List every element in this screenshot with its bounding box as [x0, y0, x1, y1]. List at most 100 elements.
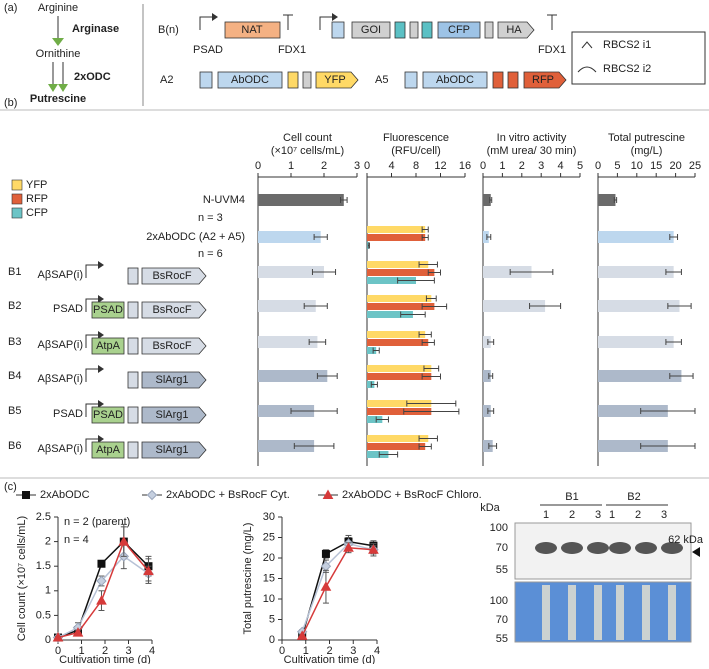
- promoter-box: [91, 337, 125, 355]
- bar: [367, 295, 432, 302]
- arrowhead: [212, 13, 218, 21]
- arrowhead: [58, 84, 68, 92]
- bar: [483, 405, 491, 417]
- bar: [367, 381, 375, 388]
- group-label: B1: [565, 491, 578, 503]
- x-tick-label: 1: [499, 160, 505, 172]
- bar: [258, 231, 321, 243]
- gene-label: BsRocF: [152, 304, 191, 316]
- bar: [483, 370, 491, 382]
- promoter-label: AβSAP(i): [38, 269, 83, 281]
- part-label: AbODC: [231, 74, 269, 86]
- bar: [367, 347, 377, 354]
- promoter-box-label: AtpA: [96, 444, 121, 456]
- marker: [368, 544, 379, 554]
- marker: [320, 581, 332, 591]
- arrowhead: [98, 400, 104, 408]
- lane: [568, 585, 576, 640]
- y-axis-title: Total putrescine (mg/L): [242, 523, 254, 635]
- y-tick-label: 25: [263, 531, 275, 543]
- y-axis-title: Cell count (×10⁷ cells/mL): [16, 516, 28, 641]
- bar: [367, 365, 432, 372]
- promoter-arrow: [85, 334, 98, 348]
- bar: [367, 303, 435, 310]
- band-pointer: [692, 547, 700, 557]
- part: [394, 21, 406, 39]
- panel-label: (b): [4, 97, 17, 109]
- gene-label: SlArg1: [155, 374, 188, 386]
- lane-label: 3: [661, 509, 667, 521]
- bar: [598, 231, 674, 243]
- bar: [367, 443, 426, 450]
- x-tick-label: 3: [354, 160, 360, 172]
- band: [561, 542, 583, 554]
- lane: [594, 585, 602, 640]
- gene-label: SlArg1: [155, 409, 188, 421]
- x-tick-label: 12: [434, 160, 446, 172]
- chart-subtitle: (mM urea/ 30 min): [487, 145, 577, 157]
- promoter-arrow: [85, 298, 98, 312]
- x-tick-label: 16: [459, 160, 471, 172]
- part: [127, 301, 139, 319]
- x-tick-label: 25: [689, 160, 701, 172]
- bar: [367, 226, 426, 233]
- part-label: YFP: [324, 74, 345, 86]
- part: [127, 267, 139, 285]
- x-tick-label: 0: [595, 160, 601, 172]
- part-label: FDX1: [278, 44, 306, 56]
- marker: [143, 565, 154, 576]
- construct-name: B(n): [158, 24, 179, 36]
- y-tick-label: 20: [263, 552, 275, 564]
- chart-subtitle: (RFU/cell): [391, 145, 441, 157]
- lane-label: 3: [595, 509, 601, 521]
- marker: [97, 559, 106, 568]
- chart-title: In vitro activity: [497, 132, 567, 144]
- bar: [483, 440, 493, 452]
- gene: [315, 71, 359, 89]
- legend-marker: [22, 491, 30, 499]
- pathway-text: Putrescine: [30, 93, 86, 105]
- x-tick-label: 1: [303, 645, 309, 657]
- lane: [668, 585, 676, 640]
- band: [535, 542, 557, 554]
- bar: [598, 370, 682, 382]
- arrowhead: [98, 261, 104, 269]
- y-tick-label: 1: [45, 585, 51, 597]
- promoter-arrow: [85, 403, 98, 417]
- arrowhead: [98, 435, 104, 443]
- bar: [598, 336, 674, 348]
- part-label: RFP: [532, 74, 554, 86]
- promoter-box-label: PSAD: [93, 409, 123, 421]
- legend-label: 2xAbODC + BsRocF Chloro.: [342, 489, 482, 501]
- part-label: PSAD: [193, 44, 223, 56]
- gene: [141, 371, 207, 389]
- promoter-box: [91, 301, 125, 319]
- promoter-arrow: [199, 16, 212, 30]
- x-tick-label: 3: [125, 645, 131, 657]
- part-label: AbODC: [436, 74, 474, 86]
- marker-label: 70: [496, 614, 508, 626]
- gene-label: SlArg1: [155, 444, 188, 456]
- bar: [367, 339, 429, 346]
- construct-name: A2: [160, 74, 173, 86]
- y-tick-label: 0: [269, 634, 275, 646]
- part: [127, 371, 139, 389]
- x-tick-label: 3: [538, 160, 544, 172]
- part: [217, 71, 283, 89]
- bar: [367, 261, 429, 268]
- legend-swatch: [11, 179, 23, 191]
- arrowhead: [332, 13, 338, 21]
- bar: [367, 408, 432, 415]
- chart-title: Cell count: [283, 132, 332, 144]
- part: [492, 71, 504, 89]
- bar: [598, 405, 668, 417]
- marker: [296, 630, 308, 640]
- x-tick-label: 0: [279, 645, 285, 657]
- part: [224, 21, 281, 39]
- gene: [141, 406, 207, 424]
- lane: [616, 585, 624, 640]
- bar: [258, 194, 344, 206]
- promoter-label: AβSAP(i): [38, 339, 83, 351]
- x-tick-label: 2: [102, 645, 108, 657]
- lane-label: 1: [543, 509, 549, 521]
